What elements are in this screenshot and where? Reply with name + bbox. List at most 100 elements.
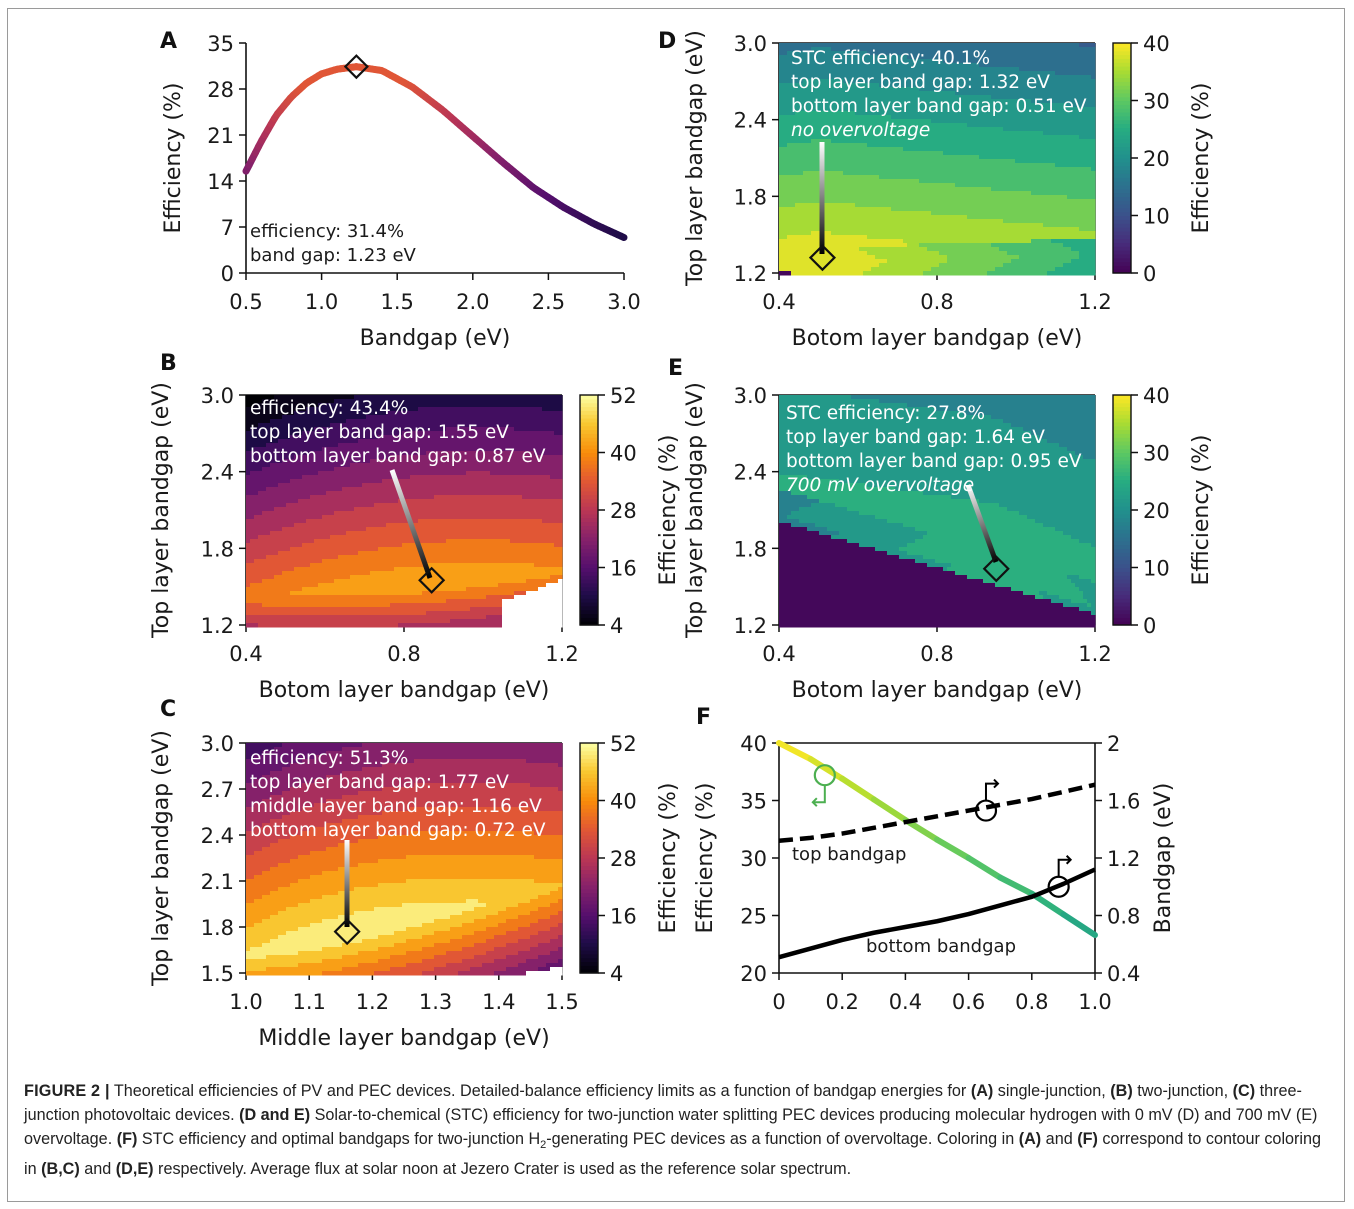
heatmap-cell [254, 415, 259, 420]
heatmap-cell [246, 951, 251, 956]
heatmap-cell [402, 519, 407, 524]
heatmap-cell [250, 543, 255, 548]
heatmap-cell [262, 539, 267, 544]
heatmap-cell [310, 443, 315, 448]
heatmap-cell [518, 423, 523, 428]
heatmap-cell [466, 495, 471, 500]
heatmap-cell [542, 599, 547, 604]
heatmap-cell [294, 607, 299, 612]
heatmap-cell [554, 547, 559, 552]
heatmap-cell [342, 463, 347, 468]
heatmap-cells [246, 395, 563, 628]
heatmap-cell [370, 407, 375, 412]
heatmap-cell [390, 555, 395, 560]
heatmap-cell [370, 403, 375, 408]
heatmap-cell [522, 607, 527, 612]
heatmap-cell [410, 619, 415, 624]
heatmap-cell [366, 615, 371, 620]
heatmap-cell [430, 623, 435, 628]
heatmap-cell [482, 543, 487, 548]
heatmap-cell [366, 619, 371, 624]
heatmap-cell [246, 395, 251, 400]
heatmap-cell [410, 567, 415, 572]
heatmap-cell [370, 491, 375, 496]
heatmap-cell [258, 403, 263, 408]
heatmap-cell [334, 623, 339, 628]
heatmap-cell [522, 539, 527, 544]
heatmap-cell [310, 471, 315, 476]
heatmap-cell [486, 551, 491, 556]
heatmap-cell [302, 395, 307, 400]
heatmap-cell [310, 479, 315, 484]
heatmap-cell [330, 399, 335, 404]
heatmap-cell [354, 515, 359, 520]
heatmap-cell [246, 539, 251, 544]
heatmap-cell [426, 543, 431, 548]
heatmap-cell [478, 507, 483, 512]
heatmap-cell [446, 411, 451, 416]
heatmap-cell [430, 523, 435, 528]
heatmap-cell [342, 487, 347, 492]
heatmap-cell [290, 547, 295, 552]
heatmap-cell [502, 551, 507, 556]
heatmap-cell [286, 559, 291, 564]
heatmap-cell [498, 571, 503, 576]
heatmap-cell [462, 551, 467, 556]
heatmap-cell [274, 415, 279, 420]
heatmap-cell [374, 583, 379, 588]
heatmap-cell [534, 539, 539, 544]
heatmap-cell [458, 607, 463, 612]
heatmap-cell [442, 551, 447, 556]
heatmap-cell [358, 531, 363, 536]
heatmap-cell [446, 475, 451, 480]
heatmap-cell [310, 427, 315, 432]
heatmap-cell [434, 483, 439, 488]
heatmap-cell [262, 619, 267, 624]
heatmap-cell [482, 415, 487, 420]
heatmap-cell [558, 451, 563, 456]
heatmap-cell [494, 519, 499, 524]
heatmap-cell [470, 547, 475, 552]
heatmap-cell [398, 547, 403, 552]
heatmap-cell [390, 563, 395, 568]
heatmap-cell [498, 531, 503, 536]
heatmap-cell [386, 495, 391, 500]
colorbar-segment [580, 421, 598, 427]
heatmap-cell [386, 571, 391, 576]
heatmap-cell [310, 491, 315, 496]
heatmap-cell [518, 507, 523, 512]
heatmap-cell [342, 407, 347, 412]
heatmap-cell [318, 547, 323, 552]
heatmap-cell [398, 523, 403, 528]
heatmap-cell [250, 551, 255, 556]
heatmap-cell [454, 467, 459, 472]
heatmap-cell [450, 407, 455, 412]
heatmap-cell [314, 531, 319, 536]
heatmap-cell [474, 611, 479, 616]
heatmap-cell [306, 555, 311, 560]
heatmap-cell [554, 487, 559, 492]
heatmap-cell [546, 531, 551, 536]
heatmap-cell [502, 471, 507, 476]
x-tick-label: 1.4 [482, 990, 515, 1014]
heatmap-cell [306, 567, 311, 572]
heatmap-cell [486, 567, 491, 572]
heatmap-cell [482, 555, 487, 560]
heatmap-cell [550, 555, 555, 560]
heatmap-cell [334, 559, 339, 564]
heatmap-cell [406, 615, 411, 620]
heatmap-cell [282, 499, 287, 504]
heatmap-cell [326, 447, 331, 452]
heatmap-cell [546, 551, 551, 556]
heatmap-cell [358, 399, 363, 404]
heatmap-cell [282, 619, 287, 624]
heatmap-cell [442, 587, 447, 592]
heatmap-cell [298, 579, 303, 584]
heatmap-cell [542, 595, 547, 600]
heatmap-cell [266, 623, 271, 628]
heatmap-cell [286, 615, 291, 620]
heatmap-cell [502, 523, 507, 528]
heatmap-cell [322, 411, 327, 416]
heatmap-cell [470, 415, 475, 420]
heatmap-cell [370, 579, 375, 584]
